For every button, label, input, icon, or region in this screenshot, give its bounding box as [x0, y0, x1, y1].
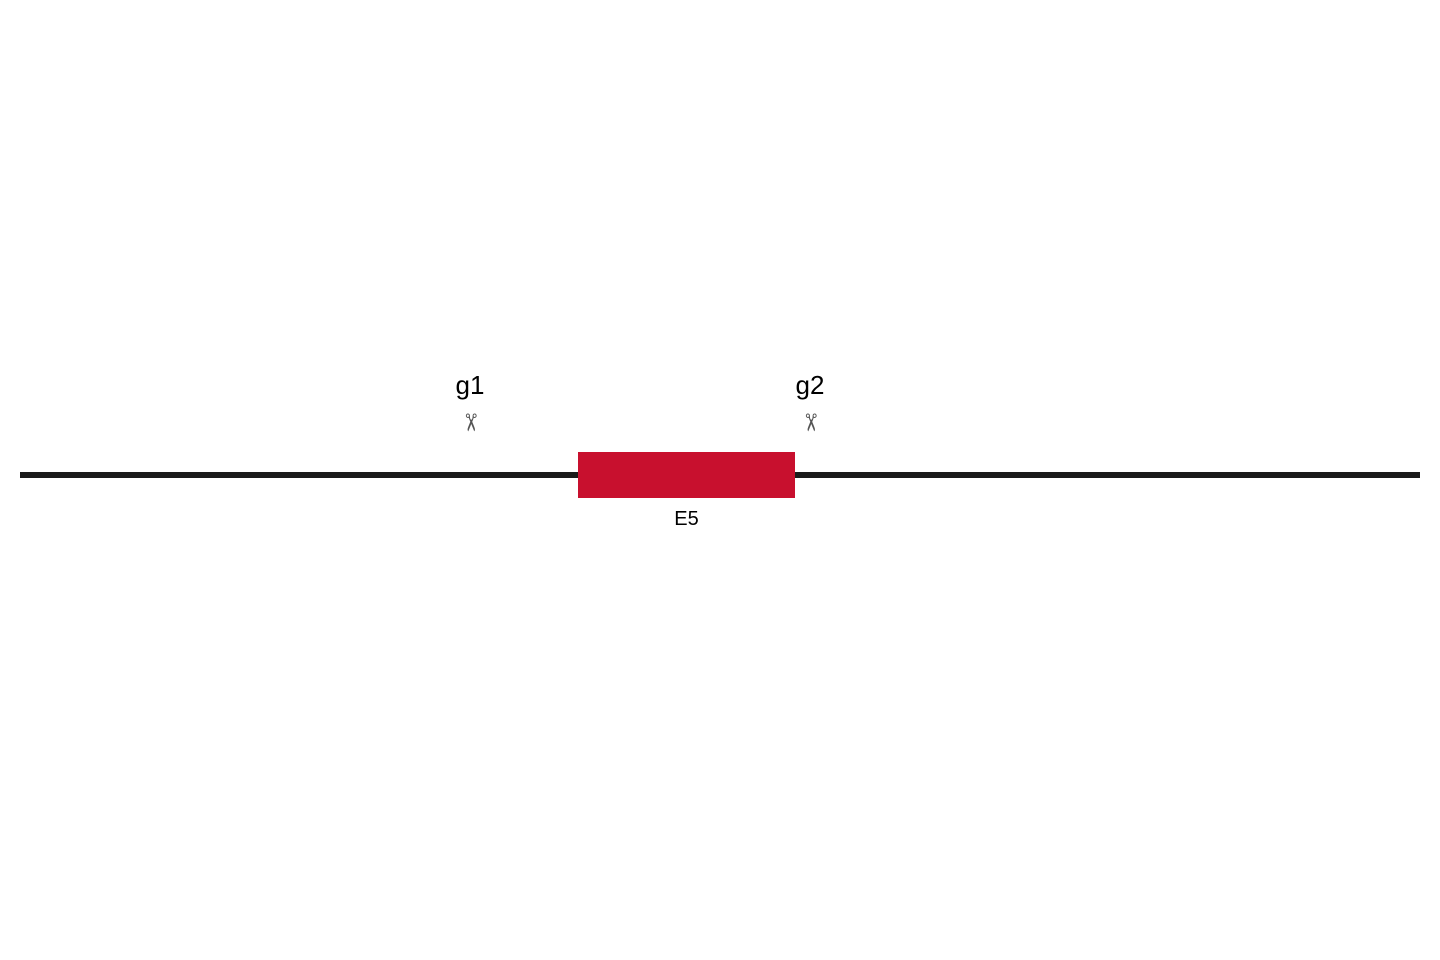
gene-diagram: E5 g1 ✂ g2 ✂	[0, 0, 1440, 960]
cut-site-g1-label: g1	[456, 370, 485, 401]
baseline-left	[20, 472, 578, 478]
exon-box	[578, 452, 795, 498]
scissors-icon: ✂	[796, 412, 825, 432]
cut-site-g2-label: g2	[796, 370, 825, 401]
scissors-icon: ✂	[456, 412, 485, 432]
baseline-right	[795, 472, 1420, 478]
exon-label: E5	[674, 508, 698, 531]
